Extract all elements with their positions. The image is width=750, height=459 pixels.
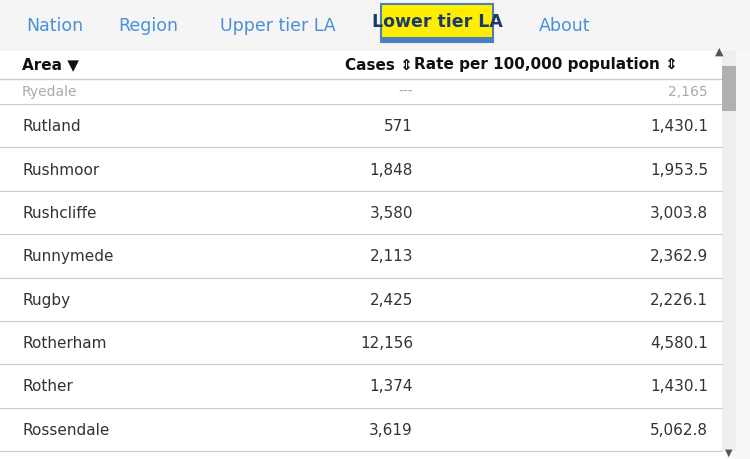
Text: 5,062.8: 5,062.8 [650,422,708,437]
Text: ▼: ▼ [725,447,733,457]
Text: Nation: Nation [26,17,83,35]
Text: 2,165: 2,165 [668,85,708,99]
Text: About: About [539,17,591,35]
Text: 1,430.1: 1,430.1 [650,379,708,393]
Text: 1,953.5: 1,953.5 [650,162,708,177]
Text: Rushcliffe: Rushcliffe [22,206,97,220]
Text: Rossendale: Rossendale [22,422,110,437]
Text: 2,226.1: 2,226.1 [650,292,708,307]
Text: 2,362.9: 2,362.9 [650,249,708,264]
Text: Cases ⇕: Cases ⇕ [345,57,413,73]
Text: Runnymede: Runnymede [22,249,113,264]
Text: Lower tier LA: Lower tier LA [371,13,502,31]
Text: 1,430.1: 1,430.1 [650,119,708,134]
Bar [722,67,736,112]
Text: 571: 571 [384,119,413,134]
Text: Rutland: Rutland [22,119,81,134]
Text: 2,425: 2,425 [370,292,413,307]
Text: Rushmoor: Rushmoor [22,162,99,177]
Text: Region: Region [118,17,178,35]
Text: 1,374: 1,374 [370,379,413,393]
Text: Rotherham: Rotherham [22,336,106,350]
Text: 4,580.1: 4,580.1 [650,336,708,350]
Text: Rother: Rother [22,379,73,393]
Text: Rugby: Rugby [22,292,70,307]
Text: 3,003.8: 3,003.8 [650,206,708,220]
Bar [722,52,736,451]
Bar [381,38,493,43]
Bar [0,52,725,459]
Text: Ryedale: Ryedale [22,85,77,99]
Bar [381,5,493,43]
Text: ---: --- [398,85,413,99]
Text: 3,619: 3,619 [369,422,413,437]
Bar [0,0,750,52]
Text: Upper tier LA: Upper tier LA [220,17,336,35]
Text: 1,848: 1,848 [370,162,413,177]
Text: 12,156: 12,156 [360,336,413,350]
Text: Area ▼: Area ▼ [22,57,79,73]
Text: 2,113: 2,113 [370,249,413,264]
Text: ▲: ▲ [715,47,723,57]
Text: 3,580: 3,580 [370,206,413,220]
Text: Rate per 100,000 population ⇕: Rate per 100,000 population ⇕ [414,57,678,73]
